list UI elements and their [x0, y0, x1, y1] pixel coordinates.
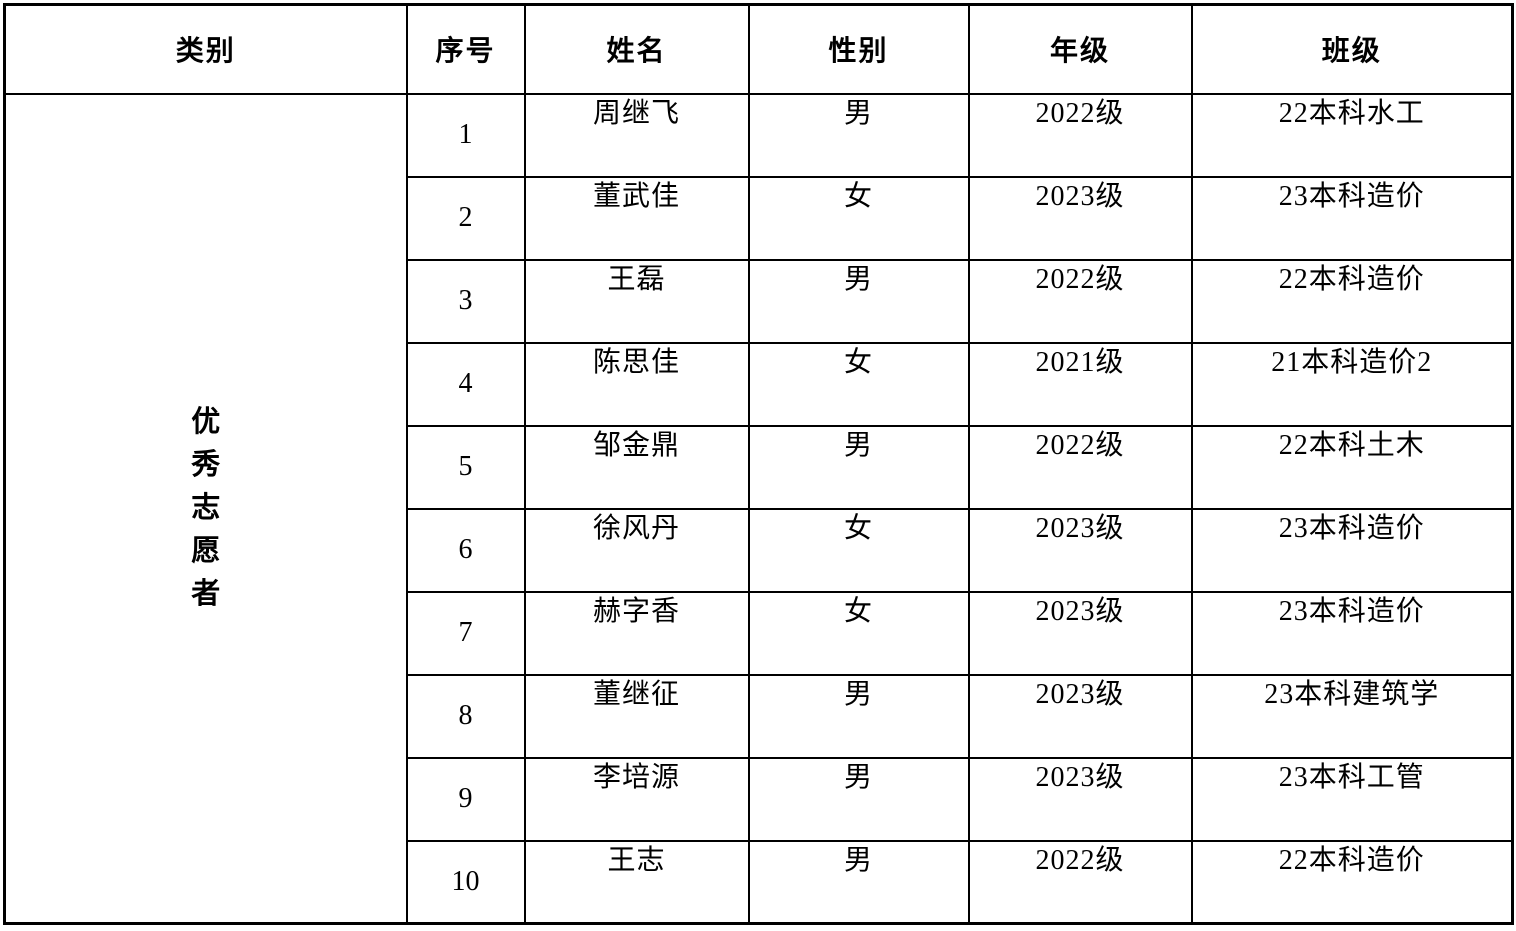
class-cell: 23本科造价	[1190, 507, 1514, 593]
name-cell: 王志	[523, 839, 750, 925]
name-cell: 陈思佳	[523, 341, 750, 427]
class-cell: 22本科土木	[1190, 424, 1514, 510]
row-no-cell: 4	[405, 341, 526, 427]
class-cell: 22本科水工	[1190, 92, 1514, 178]
row-no-cell: 9	[405, 756, 526, 842]
header-cell-name: 姓名	[523, 3, 750, 95]
row-no-cell: 3	[405, 258, 526, 344]
grade-cell: 2022级	[967, 424, 1193, 510]
gender-cell: 女	[747, 175, 970, 261]
gender-cell: 男	[747, 756, 970, 842]
name-cell: 邹金鼎	[523, 424, 750, 510]
table-row: 10 王志 男 2022级 22本科造价	[5, 839, 1514, 925]
header-cell-no: 序号	[405, 3, 526, 95]
name-cell: 董继征	[523, 673, 750, 759]
table-row: 6 徐风丹 女 2023级 23本科造价	[5, 507, 1514, 593]
table-row: 8 董继征 男 2023级 23本科建筑学	[5, 673, 1514, 759]
row-no-cell: 7	[405, 590, 526, 676]
grade-cell: 2022级	[967, 92, 1193, 178]
grade-cell: 2023级	[967, 175, 1193, 261]
class-cell: 22本科造价	[1190, 258, 1514, 344]
category-merged-cell: 优秀志愿者	[3, 92, 408, 925]
gender-cell: 男	[747, 424, 970, 510]
name-cell: 李培源	[523, 756, 750, 842]
name-cell: 周继飞	[523, 92, 750, 178]
grade-cell: 2023级	[967, 507, 1193, 593]
grade-cell: 2023级	[967, 590, 1193, 676]
class-cell: 23本科工管	[1190, 756, 1514, 842]
table-row: 7 赫字香 女 2023级 23本科造价	[5, 590, 1514, 676]
header-cell-category: 类别	[3, 3, 408, 95]
grade-cell: 2022级	[967, 839, 1193, 925]
gender-cell: 女	[747, 507, 970, 593]
row-no-cell: 1	[405, 92, 526, 178]
class-cell: 23本科造价	[1190, 175, 1514, 261]
table-row: 4 陈思佳 女 2021级 21本科造价2	[5, 341, 1514, 427]
table-row: 3 王磊 男 2022级 22本科造价	[5, 258, 1514, 344]
gender-cell: 男	[747, 673, 970, 759]
row-no-cell: 10	[405, 839, 526, 925]
class-cell: 23本科造价	[1190, 590, 1514, 676]
header-cell-gender: 性别	[747, 3, 970, 95]
row-no-cell: 8	[405, 673, 526, 759]
gender-cell: 男	[747, 839, 970, 925]
grade-cell: 2022级	[967, 258, 1193, 344]
gender-cell: 男	[747, 92, 970, 178]
row-no-cell: 2	[405, 175, 526, 261]
gender-cell: 女	[747, 341, 970, 427]
table-header-row: 类别 序号 姓名 性别 年级 班级	[3, 3, 1514, 95]
table-row: 2 董武佳 女 2023级 23本科造价	[5, 175, 1514, 261]
row-no-cell: 6	[405, 507, 526, 593]
grade-cell: 2023级	[967, 673, 1193, 759]
table-row: 9 李培源 男 2023级 23本科工管	[5, 756, 1514, 842]
class-cell: 23本科建筑学	[1190, 673, 1514, 759]
name-cell: 董武佳	[523, 175, 750, 261]
header-cell-class: 班级	[1190, 3, 1514, 95]
name-cell: 徐风丹	[523, 507, 750, 593]
table-row: 优秀志愿者 1 周继飞 男 2022级 22本科水工	[3, 92, 1514, 925]
class-cell: 21本科造价2	[1190, 341, 1514, 427]
header-cell-grade: 年级	[967, 3, 1193, 95]
name-cell: 王磊	[523, 258, 750, 344]
gender-cell: 女	[747, 590, 970, 676]
row-no-cell: 5	[405, 424, 526, 510]
table-row: 5 邹金鼎 男 2022级 22本科土木	[5, 424, 1514, 510]
gender-cell: 男	[747, 258, 970, 344]
grade-cell: 2021级	[967, 341, 1193, 427]
volunteer-table: 类别 序号 姓名 性别 年级 班级 优秀志愿者 1 周继飞 男 2022级 22…	[3, 3, 1514, 925]
class-cell: 22本科造价	[1190, 839, 1514, 925]
grade-cell: 2023级	[967, 756, 1193, 842]
name-cell: 赫字香	[523, 590, 750, 676]
